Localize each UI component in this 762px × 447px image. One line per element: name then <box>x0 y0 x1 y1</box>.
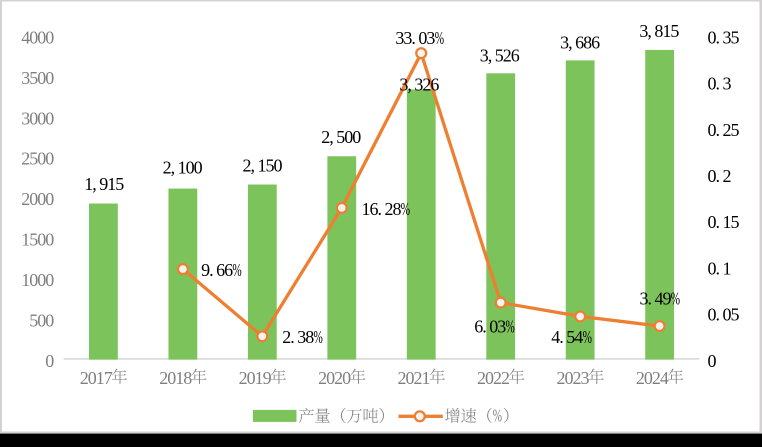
svg-text:3. 49: 3. 49 <box>640 289 672 309</box>
svg-text:2500: 2500 <box>21 149 54 169</box>
svg-text:2019: 2019 <box>239 368 272 388</box>
svg-text:33. 03: 33. 03 <box>395 28 435 48</box>
svg-text:2024: 2024 <box>636 368 669 388</box>
svg-text:16. 28: 16. 28 <box>362 199 402 219</box>
svg-text:%: % <box>314 329 323 348</box>
svg-text:2, 150: 2, 150 <box>243 155 283 175</box>
svg-text:%: % <box>506 318 515 337</box>
svg-text:0. 05: 0. 05 <box>708 305 740 325</box>
svg-text:4. 54: 4. 54 <box>551 327 583 347</box>
svg-text:0. 25: 0. 25 <box>708 120 740 140</box>
svg-text:1000: 1000 <box>21 270 54 290</box>
svg-text:0. 1: 0. 1 <box>708 258 731 278</box>
svg-text:%: % <box>583 329 592 348</box>
svg-text:2, 100: 2, 100 <box>163 157 203 177</box>
svg-text:1, 915: 1, 915 <box>84 174 124 194</box>
svg-text:3, 526: 3, 526 <box>480 46 520 66</box>
svg-text:500: 500 <box>29 310 54 330</box>
svg-text:0. 15: 0. 15 <box>708 212 740 232</box>
svg-text:1500: 1500 <box>21 230 54 250</box>
svg-text:0: 0 <box>45 351 54 371</box>
svg-text:2023: 2023 <box>557 368 590 388</box>
svg-text:%: % <box>401 201 410 220</box>
svg-text:2018: 2018 <box>159 368 192 388</box>
svg-text:2, 500: 2, 500 <box>321 127 361 147</box>
svg-text:3, 815: 3, 815 <box>639 21 679 41</box>
svg-text:2022: 2022 <box>477 368 509 388</box>
svg-text:2017: 2017 <box>80 368 113 388</box>
svg-text:4000: 4000 <box>21 28 54 48</box>
svg-text:3, 686: 3, 686 <box>560 33 600 53</box>
svg-text:%: % <box>493 407 502 426</box>
svg-text:2020: 2020 <box>318 368 351 388</box>
svg-text:%: % <box>435 30 444 49</box>
svg-text:0. 35: 0. 35 <box>708 28 740 48</box>
svg-text:0: 0 <box>708 351 717 371</box>
svg-text:9. 66: 9. 66 <box>201 260 233 280</box>
svg-text:2021: 2021 <box>398 368 430 388</box>
svg-text:3, 326: 3, 326 <box>399 75 439 95</box>
svg-text:6. 03: 6. 03 <box>474 316 506 336</box>
svg-text:2000: 2000 <box>21 189 54 209</box>
svg-text:0. 2: 0. 2 <box>708 166 731 186</box>
svg-text:%: % <box>671 290 680 309</box>
svg-text:3000: 3000 <box>21 108 54 128</box>
svg-text:3500: 3500 <box>21 68 54 88</box>
svg-text:%: % <box>232 262 241 281</box>
svg-text:2. 38: 2. 38 <box>282 327 314 347</box>
svg-text:0. 3: 0. 3 <box>708 74 732 94</box>
